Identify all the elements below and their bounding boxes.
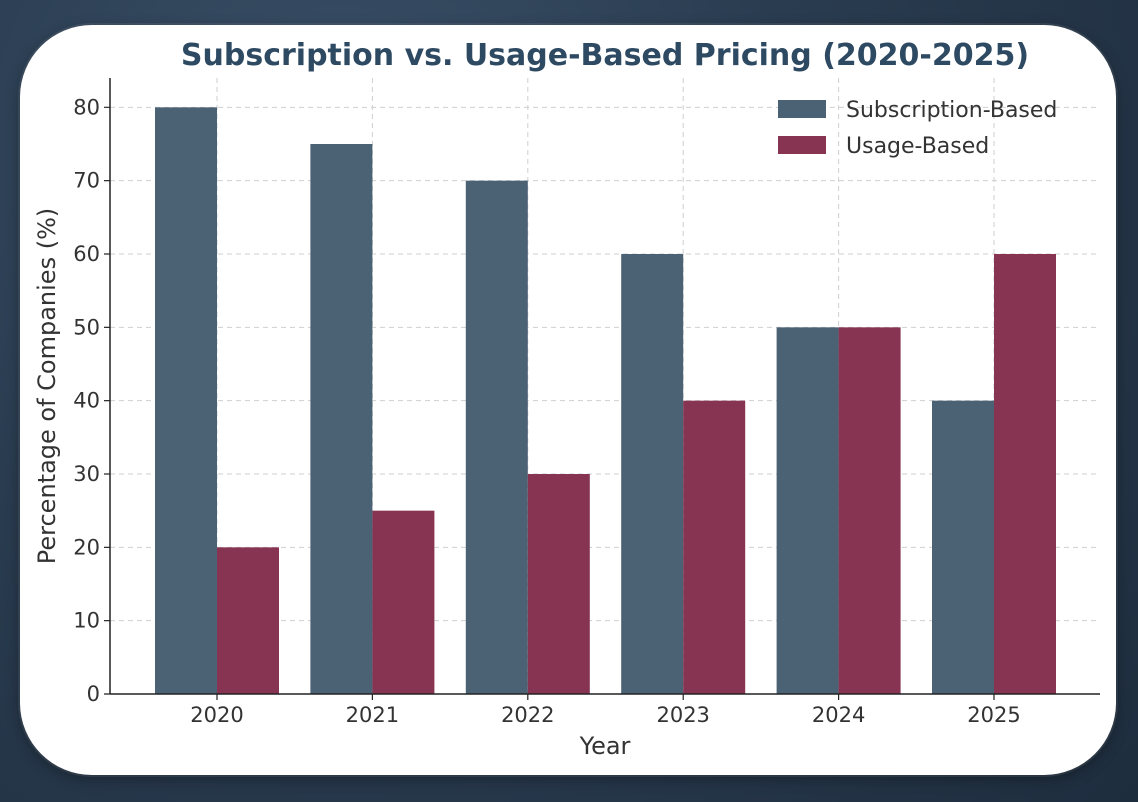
- bar-usage-based-2025: [994, 254, 1056, 694]
- bar-subscription-based-2024: [776, 327, 839, 694]
- bars-group: [155, 107, 1056, 695]
- y-tick-label: 0: [87, 682, 100, 706]
- bar-subscription-based-2023: [621, 254, 684, 694]
- legend: Subscription-Based Usage-Based: [778, 98, 1057, 159]
- x-tick-label: 2025: [967, 703, 1020, 727]
- y-tick-label: 20: [73, 535, 100, 559]
- bar-subscription-based-2022: [465, 180, 528, 694]
- x-axis-title: Year: [579, 732, 631, 760]
- bar-subscription-based-2025: [932, 400, 994, 694]
- bar-usage-based-2022: [527, 474, 590, 694]
- y-tick-label: 10: [73, 609, 100, 633]
- chart-title: Subscription vs. Usage-Based Pricing (20…: [181, 38, 1029, 73]
- x-tick-label: 2021: [346, 703, 399, 727]
- chart-card: Subscription vs. Usage-Based Pricing (20…: [20, 25, 1116, 775]
- bar-chart: Subscription vs. Usage-Based Pricing (20…: [33, 38, 1100, 760]
- y-tick-label: 50: [73, 315, 100, 339]
- x-tick-label: 2024: [812, 703, 865, 727]
- y-tick-label: 70: [73, 169, 100, 193]
- y-tick-label: 60: [73, 242, 100, 266]
- bar-usage-based-2024: [838, 327, 901, 694]
- y-tick-label: 40: [73, 389, 100, 413]
- bar-usage-based-2020: [217, 547, 279, 694]
- axes-group: [104, 78, 1100, 700]
- bar-subscription-based-2021: [310, 144, 373, 694]
- y-tick-label: 30: [73, 462, 100, 486]
- legend-label: Subscription-Based: [846, 98, 1057, 123]
- legend-swatch: [778, 136, 826, 154]
- legend-swatch: [778, 100, 826, 118]
- x-tick-labels: 2020 2021 2022 2023 2024 2025: [190, 703, 1020, 727]
- x-tick-label: 2023: [656, 703, 709, 727]
- y-axis-title: Percentage of Companies (%): [33, 208, 61, 564]
- legend-label: Usage-Based: [846, 134, 989, 159]
- y-tick-label: 80: [73, 95, 100, 119]
- bar-usage-based-2023: [683, 400, 746, 694]
- y-tick-labels: 0 10 20 30 40 50 60 70 80: [73, 95, 100, 706]
- bar-usage-based-2021: [372, 510, 435, 694]
- x-tick-label: 2022: [501, 703, 554, 727]
- bar-subscription-based-2020: [155, 107, 217, 695]
- x-tick-label: 2020: [190, 703, 243, 727]
